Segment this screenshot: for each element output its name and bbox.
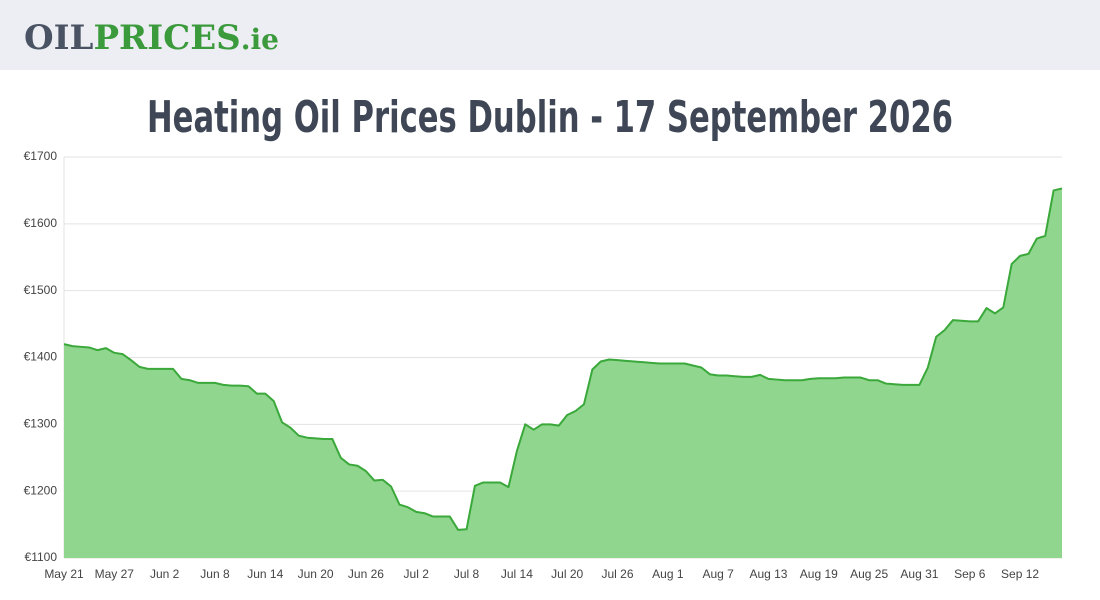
x-tick-label: Jul 2 [404, 567, 430, 581]
x-tick-label: Jul 14 [501, 567, 533, 581]
x-tick-label: May 27 [95, 567, 135, 581]
x-tick-label: Aug 7 [702, 567, 734, 581]
x-tick-label: Jun 2 [150, 567, 180, 581]
x-tick-label: Jul 20 [551, 567, 583, 581]
logo[interactable]: OILPRICES.ie [24, 18, 279, 58]
y-tick-label: €1400 [24, 350, 58, 364]
x-tick-label: May 21 [44, 567, 84, 581]
y-tick-label: €1200 [24, 483, 58, 497]
y-tick-label: €1300 [24, 417, 58, 431]
chart-title: Heating Oil Prices Dublin - 17 September… [147, 92, 953, 143]
x-tick-label: Jun 14 [247, 567, 283, 581]
logo-prices: PRICES [93, 18, 240, 58]
x-tick-label: Jul 8 [454, 567, 480, 581]
x-tick-label: Sep 12 [1001, 567, 1039, 581]
y-tick-label: €1700 [24, 149, 58, 163]
x-tick-label: Sep 6 [954, 567, 986, 581]
x-tick-label: Aug 31 [900, 567, 938, 581]
price-line [63, 187, 1063, 531]
x-tick-label: Jun 20 [298, 567, 334, 581]
header-bar [0, 0, 1100, 70]
x-tick-label: Jul 26 [601, 567, 633, 581]
y-tick-label: €1500 [24, 283, 58, 297]
x-tick-label: Jun 8 [200, 567, 230, 581]
x-tick-label: Aug 19 [800, 567, 838, 581]
x-tick-label: Jun 26 [348, 567, 384, 581]
area-fill [64, 188, 1062, 558]
x-tick-label: Aug 13 [749, 567, 787, 581]
x-tick-label: Aug 25 [850, 567, 888, 581]
x-tick-label: Aug 1 [652, 567, 684, 581]
y-tick-label: €1600 [24, 216, 58, 230]
y-tick-label: €1100 [25, 550, 58, 564]
logo-oil: OIL [24, 18, 94, 58]
logo-ie: .ie [241, 23, 279, 56]
